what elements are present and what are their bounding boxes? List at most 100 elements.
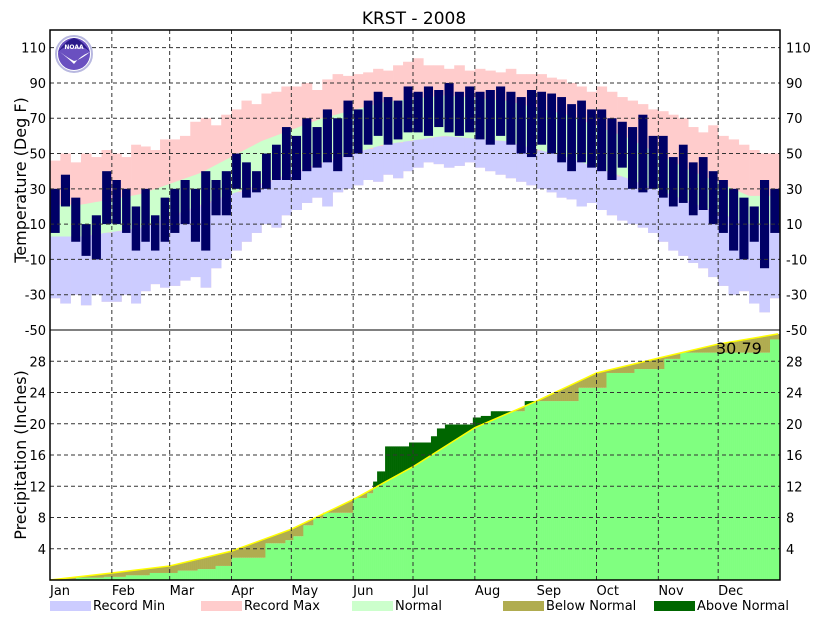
precip-fill-bar (309, 525, 312, 580)
precip-fill-bar (662, 369, 665, 580)
below-normal-bar (217, 554, 220, 566)
precip-fill-bar (279, 543, 282, 580)
precip-fill-bar (596, 387, 599, 580)
precip-fill-bar (664, 358, 667, 580)
precip-fill-bar (287, 540, 290, 580)
below-normal-bar (754, 337, 757, 353)
above-normal-bar (466, 424, 470, 433)
precip-fill-bar (688, 352, 691, 580)
precip-fill-bar (434, 452, 438, 580)
precip-fill-bar (391, 478, 394, 580)
actual-temp-bar (221, 171, 231, 216)
below-normal-bar (175, 564, 178, 573)
precip-fill-bar (383, 482, 386, 580)
below-normal-bar (740, 340, 743, 353)
precip-fill-bar (472, 428, 476, 580)
actual-temp-bar (242, 162, 251, 198)
precip-fill-bar (430, 454, 434, 580)
record-min-bar (271, 178, 282, 228)
above-normal-bar (502, 411, 506, 416)
below-normal-bar (181, 562, 184, 571)
record-min-bar (373, 146, 384, 182)
precip-fill-bar (590, 387, 593, 580)
record-min-bar (111, 231, 122, 302)
below-normal-bar (670, 355, 673, 359)
legend-swatch (352, 601, 393, 611)
precip-fill-bar (303, 525, 306, 580)
precip-fill-bar (173, 572, 176, 580)
precip-fill-bar (496, 417, 500, 580)
below-normal-bar (600, 371, 603, 388)
precip-tick-label-left: 20 (29, 418, 46, 433)
actual-temp-bar (516, 97, 526, 154)
below-normal-bar (650, 359, 653, 370)
precip-fill-bar (560, 401, 563, 580)
precip-fill-bar (462, 434, 466, 580)
precip-fill-bar (225, 565, 228, 580)
below-normal-bar (331, 509, 334, 513)
precip-tick-label-left: 16 (29, 449, 46, 464)
below-normal-bar (351, 500, 354, 513)
precip-fill-bar (95, 577, 99, 580)
below-normal-bar (738, 340, 741, 353)
below-normal-bar (582, 379, 585, 388)
below-normal-bar (594, 373, 597, 388)
chart-title: KRST - 2008 (362, 9, 466, 29)
precip-fill-bar (347, 512, 350, 580)
precip-fill-bar (432, 453, 436, 580)
precip-fill-bar (500, 416, 504, 580)
precip-fill-bar (566, 401, 569, 580)
record-min-bar (332, 157, 344, 193)
temp-tick-label-left: -30 (25, 289, 46, 304)
below-normal-bar (736, 340, 739, 353)
below-normal-bar (119, 571, 123, 577)
temp-tick-label-left: 90 (29, 77, 46, 92)
precip-fill-bar (456, 438, 460, 580)
precip-fill-bar (508, 412, 512, 580)
precipitation-panel (49, 333, 781, 581)
precip-tick-label-right: 28 (786, 355, 803, 370)
precip-tick-label-left: 4 (38, 543, 46, 558)
below-normal-bar (748, 338, 751, 353)
above-normal-bar (399, 446, 402, 474)
record-min-bar (443, 136, 455, 168)
precip-fill-bar (420, 461, 424, 580)
precip-fill-bar (185, 570, 188, 580)
below-normal-bar (762, 336, 765, 353)
below-normal-bar (131, 570, 135, 576)
record-min-bar (241, 188, 252, 242)
below-normal-bar (341, 504, 344, 513)
below-normal-bar (718, 343, 721, 353)
precip-fill-bar (478, 425, 482, 580)
actual-temp-bar (291, 135, 302, 180)
precip-fill-bar (538, 401, 541, 580)
below-normal-bar (191, 560, 194, 571)
precip-fill-bar (468, 430, 472, 580)
precip-fill-bar (534, 401, 537, 580)
precip-fill-bar (305, 525, 308, 580)
precip-fill-bar (602, 387, 605, 580)
precip-fill-bar (355, 497, 358, 580)
precip-fill-bar (556, 401, 559, 580)
above-normal-bar (528, 401, 531, 405)
precip-fill-bar (363, 497, 366, 580)
record-min-bar (576, 162, 587, 207)
above-normal-bar (474, 417, 478, 428)
record-min-bar (169, 214, 181, 286)
above-normal-bar (498, 411, 502, 417)
actual-temp-bar (252, 171, 261, 193)
precip-fill-bar (644, 369, 647, 580)
below-normal-bar (107, 573, 111, 577)
below-normal-bar (712, 345, 715, 353)
below-normal-bar (628, 365, 631, 373)
precip-fill-bar (403, 471, 406, 580)
precip-fill-bar (375, 486, 378, 580)
below-normal-bar (319, 515, 322, 519)
record-min-bar (606, 172, 618, 216)
below-normal-bar (636, 363, 639, 370)
record-min-bar (291, 171, 302, 210)
temp-tick-label-right: 90 (786, 77, 803, 92)
below-normal-bar (189, 560, 192, 571)
actual-temp-bar (81, 224, 91, 256)
